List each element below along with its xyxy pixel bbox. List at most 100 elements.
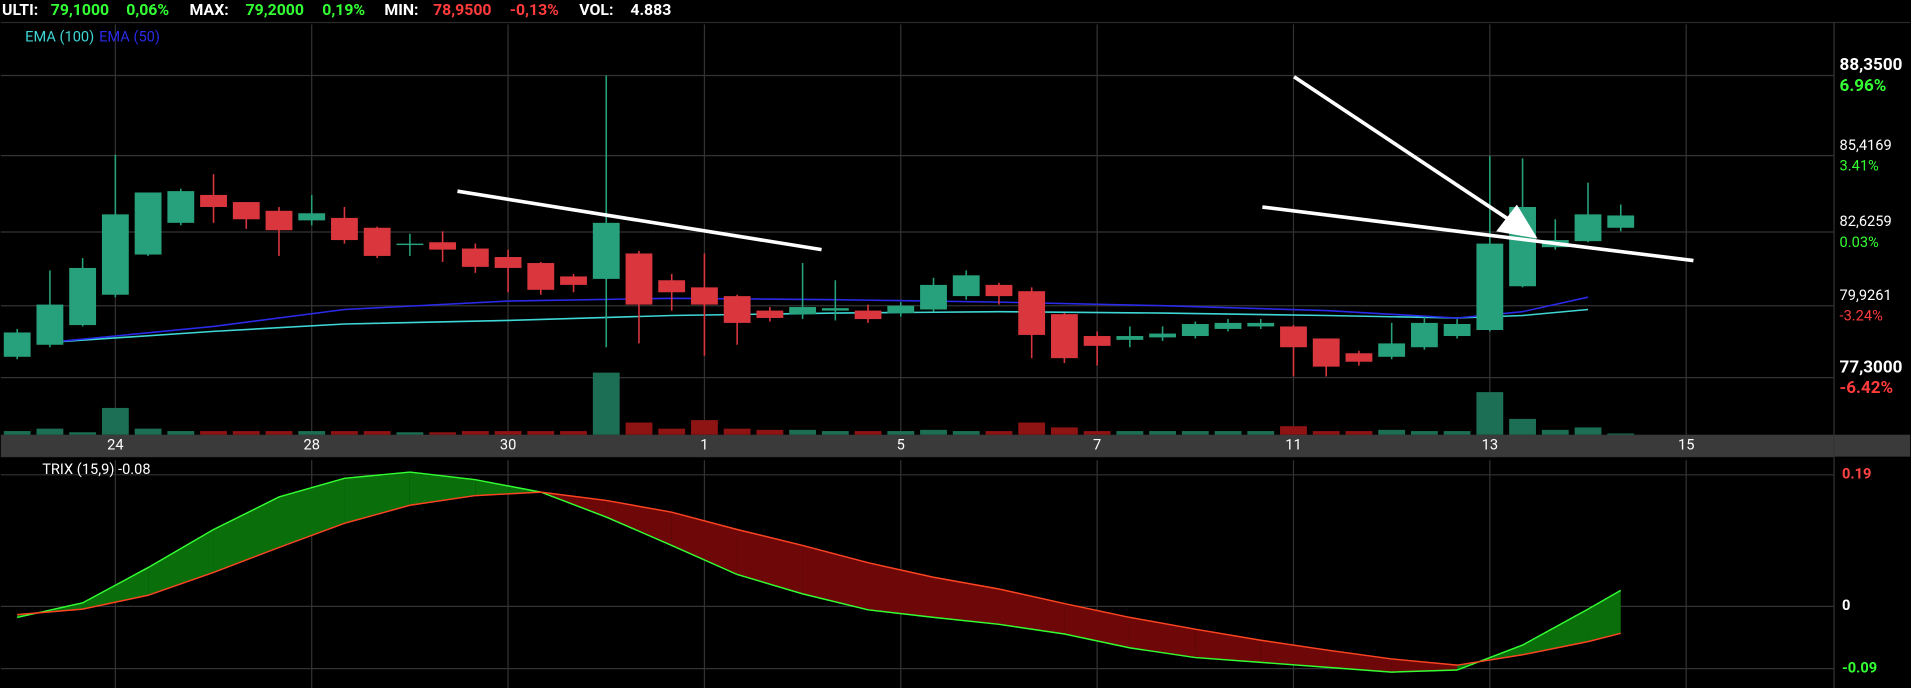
volume-bar (298, 431, 326, 435)
volume-bar (985, 431, 1013, 435)
candle-body (1280, 326, 1307, 348)
candle-body (789, 307, 817, 315)
volume-bar (429, 432, 457, 435)
indicator-title: TRIX (15,9) -0.08 (42, 460, 150, 478)
marks-layer: 24 28 30 1 5 7 11 13 1588,35006.96%85,41693.41%8… (3, 28, 1902, 676)
volume-bar (1574, 427, 1602, 435)
candle-body (1018, 291, 1046, 335)
volume-bar (920, 429, 947, 435)
candle-body (1083, 336, 1111, 346)
candle-body (1247, 322, 1275, 327)
volume-bar (1083, 431, 1111, 435)
candle-body (36, 304, 64, 345)
trix-fill (82, 567, 149, 610)
y-tick-label: 82,6259 (1840, 212, 1892, 230)
grid-layer (0, 24, 1834, 688)
candle-body (1312, 338, 1340, 367)
volume-bar (69, 432, 97, 435)
volume-bar (363, 431, 391, 435)
candle-body (1345, 353, 1373, 362)
candle-body (1149, 333, 1177, 338)
candle-body (1443, 323, 1471, 337)
candle-body (69, 267, 97, 326)
candle-body (658, 280, 686, 293)
candle-body (1574, 214, 1602, 242)
trix-fill (802, 545, 869, 610)
trix-fill (148, 529, 214, 596)
trix-fill (344, 472, 410, 524)
candle-body (200, 194, 227, 207)
header: ULTI: 79,1000 0,06% MAX: 79,2000 0,19% M… (2, 0, 671, 19)
trix-fill (1260, 640, 1327, 668)
volume-bar (331, 431, 358, 435)
volume-bar (1607, 433, 1635, 435)
trix-fill (606, 500, 672, 546)
candle-body (232, 202, 260, 220)
volume-bar (1541, 429, 1569, 435)
candle-body (625, 253, 653, 305)
volume-bar (1247, 431, 1275, 435)
candle-body (560, 276, 587, 285)
x-tick-label: 5 (897, 436, 905, 454)
candle-body (265, 210, 293, 231)
candle-body (101, 214, 129, 295)
candle-body (396, 243, 424, 246)
header-value: 4.883 (630, 0, 671, 19)
volume-bar (1443, 431, 1471, 435)
candle-body (1378, 343, 1406, 357)
volume-bar (560, 431, 587, 435)
trix-fill (1129, 617, 1196, 658)
candle-body (461, 248, 489, 267)
trix-fill (671, 512, 738, 575)
candle-body (1181, 323, 1209, 337)
y-tick-change: 0.03% (1840, 233, 1879, 251)
volume-bar (952, 431, 980, 435)
y-tick-label: 85,4169 (1840, 136, 1892, 154)
header-change: 0,19% (322, 0, 365, 19)
y-tick-change: 6.96% (1840, 76, 1887, 96)
drawings (457, 75, 1694, 263)
trix-fill (1326, 649, 1392, 673)
trend-line (1262, 205, 1694, 263)
header-value: 79,1000 (51, 0, 109, 19)
volume-bar (854, 431, 882, 435)
volume-bar (232, 431, 260, 435)
candle-body (854, 310, 882, 320)
trend-line (457, 189, 822, 252)
volume-bar (723, 428, 751, 435)
volume-bar (691, 420, 718, 435)
volume-bar (134, 428, 162, 435)
candle-body (134, 192, 162, 255)
volume-bar (461, 431, 489, 435)
y-tick-label: -0.09 (1842, 658, 1877, 676)
candle-body (1214, 322, 1242, 329)
trix-fill (1391, 658, 1458, 673)
candle-body (756, 310, 784, 318)
volume-bar (265, 431, 293, 435)
x-tick-label: 7 (1093, 436, 1101, 454)
volume-bar (527, 431, 555, 435)
x-tick-label: 30 (500, 436, 516, 454)
trix-fill (409, 472, 476, 506)
volume-bar (200, 431, 227, 435)
volume-bar (1280, 426, 1307, 435)
y-tick-label: 0.19 (1842, 465, 1871, 483)
candle-body (494, 257, 522, 268)
candle-body (298, 213, 326, 221)
volume-bar (3, 431, 31, 435)
header-value: 79,2000 (246, 0, 304, 19)
candle-body (952, 275, 980, 297)
y-tick-change: -6.42% (1840, 378, 1894, 398)
trix-fill (737, 529, 803, 594)
candle-body (920, 284, 947, 310)
candle-body (887, 305, 915, 314)
trix-line (17, 471, 1622, 673)
candle-body (167, 191, 195, 223)
y-tick-change: -3.24% (1840, 307, 1884, 325)
trix-fill (1588, 590, 1621, 642)
header-label: MIN: (384, 0, 418, 19)
date-band (0, 434, 1911, 457)
header-label: VOL: (579, 0, 613, 19)
volume-bar (494, 431, 522, 435)
x-tick-label: 1 (700, 436, 708, 454)
